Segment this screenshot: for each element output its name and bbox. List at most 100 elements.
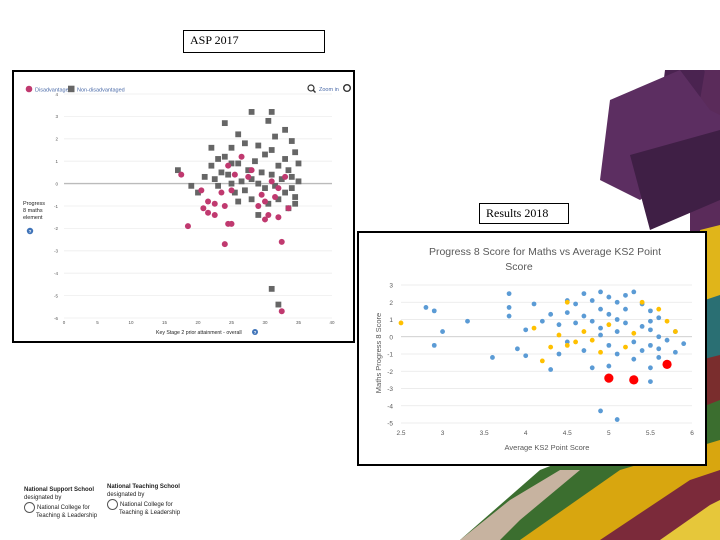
non-disadvantaged-point: [245, 167, 252, 174]
results-y-tick-label: -1: [387, 352, 393, 359]
blue-point: [465, 318, 470, 324]
disadvantaged-point: [268, 178, 275, 185]
asp-y-tick-label: -4: [54, 271, 58, 276]
legend-non-disadvantaged-label[interactable]: Non-disadvantaged: [77, 88, 125, 94]
non-disadvantaged-point: [292, 194, 299, 200]
blue-point: [431, 342, 437, 348]
help-icon[interactable]: ?: [252, 329, 258, 335]
asp-y-tick-label: -6: [54, 316, 58, 321]
results-x-tick-label: 6: [690, 430, 694, 437]
red-point: [662, 359, 672, 369]
logo-left-line2: designated by: [24, 494, 62, 501]
results-y-tick-label: 2: [389, 300, 393, 307]
results-y-tick-label: 1: [389, 317, 393, 324]
non-disadvantaged-point: [188, 182, 195, 189]
non-disadvantaged-point: [255, 180, 262, 187]
blue-point: [506, 305, 512, 310]
menu-icon[interactable]: [343, 83, 352, 92]
non-disadvantaged-point: [292, 149, 299, 156]
blue-point: [656, 346, 662, 352]
blue-point: [639, 348, 645, 353]
non-disadvantaged-point: [295, 160, 302, 167]
non-disadvantaged-point: [268, 109, 275, 115]
asp-x-tick-label: 20: [195, 320, 201, 325]
asp-y-tick-label: 2: [55, 137, 58, 142]
disadvantaged-point: [275, 185, 282, 192]
crest-icon: [107, 499, 118, 510]
non-disadvantaged-point: [262, 185, 268, 191]
non-disadvantaged-point: [208, 162, 215, 169]
blue-point: [431, 308, 437, 314]
non-disadvantaged-point: [238, 178, 245, 185]
non-disadvantaged-point: [255, 212, 262, 218]
disadvantaged-point: [205, 198, 212, 205]
asp-x-axis-label: Key Stage 2 prior attainment - overall: [156, 330, 242, 336]
asp-x-tick-label: 0: [63, 320, 66, 325]
non-disadvantaged-point: [265, 200, 272, 207]
blue-point: [681, 341, 687, 347]
disadvantaged-point: [200, 205, 207, 212]
national-teaching-school-logo: National Teaching School designated by N…: [107, 484, 180, 518]
blue-point: [573, 301, 578, 307]
blue-point: [531, 301, 537, 307]
yellow-point: [556, 332, 562, 338]
blue-point: [523, 353, 529, 359]
non-disadvantaged-point: [248, 176, 255, 183]
blue-point: [515, 346, 520, 352]
disadvantaged-point: [262, 216, 268, 223]
blue-point: [548, 311, 554, 317]
results-2018-chart: Progress 8 Score for Maths vs Average KS…: [374, 246, 694, 452]
blue-point: [656, 315, 662, 321]
non-disadvantaged-point: [275, 162, 282, 169]
non-disadvantaged-point: [292, 200, 299, 207]
zoom-in-button[interactable]: Zoom in: [307, 84, 339, 93]
blue-point: [556, 322, 562, 328]
non-disadvantaged-point: [218, 169, 225, 176]
disadvantaged-point: [238, 153, 245, 160]
asp-x-tick-label: 25: [229, 320, 235, 325]
results-x-tick-label: 3: [441, 430, 445, 437]
disadvantaged-point: [258, 191, 265, 198]
disadvantaged-point: [228, 187, 235, 194]
blue-point: [648, 342, 653, 348]
asp-y-tick-label: 1: [55, 159, 58, 164]
blue-point: [564, 310, 570, 315]
asp-x-tick-label: 10: [128, 320, 134, 325]
blue-point: [589, 365, 595, 371]
disadvantaged-point: [205, 209, 212, 216]
blue-point: [506, 291, 512, 297]
blue-point: [564, 339, 570, 345]
blue-point: [606, 294, 612, 300]
asp-y-axis-label-line3: element: [23, 215, 43, 221]
disadvantaged-point: [278, 238, 285, 245]
crest-icon: [24, 502, 35, 513]
results-x-tick-label: 4: [524, 430, 528, 437]
blue-point: [440, 329, 445, 334]
legend-disadvantaged-label[interactable]: Disadvantaged: [35, 88, 72, 94]
results-x-tick-label: 5: [607, 430, 611, 437]
non-disadvantaged-point: [275, 196, 282, 203]
blue-point: [623, 320, 628, 326]
non-disadvantaged-point: [175, 167, 181, 174]
disadvantaged-point: [218, 189, 225, 196]
disadvantaged-point: [245, 173, 252, 180]
disadvantaged-point: [211, 211, 218, 218]
blue-point: [581, 348, 587, 353]
results-x-axis-label: Average KS2 Point Score: [505, 443, 590, 452]
help-icon[interactable]: ?: [26, 227, 34, 235]
blue-point: [639, 324, 645, 329]
logo-right-line3: National College for: [120, 502, 173, 509]
svg-text:?: ?: [254, 330, 257, 335]
non-disadvantaged-point: [288, 173, 295, 180]
disadvantaged-point: [285, 205, 292, 212]
non-disadvantaged-point: [228, 160, 235, 167]
non-disadvantaged-point: [275, 301, 282, 308]
yellow-point: [398, 320, 404, 326]
disadvantaged-point: [278, 308, 285, 315]
non-disadvantaged-point: [272, 133, 278, 140]
disadvantaged-point: [255, 203, 262, 209]
blue-point: [648, 318, 653, 324]
blue-point: [614, 329, 620, 334]
blue-point: [631, 356, 637, 362]
